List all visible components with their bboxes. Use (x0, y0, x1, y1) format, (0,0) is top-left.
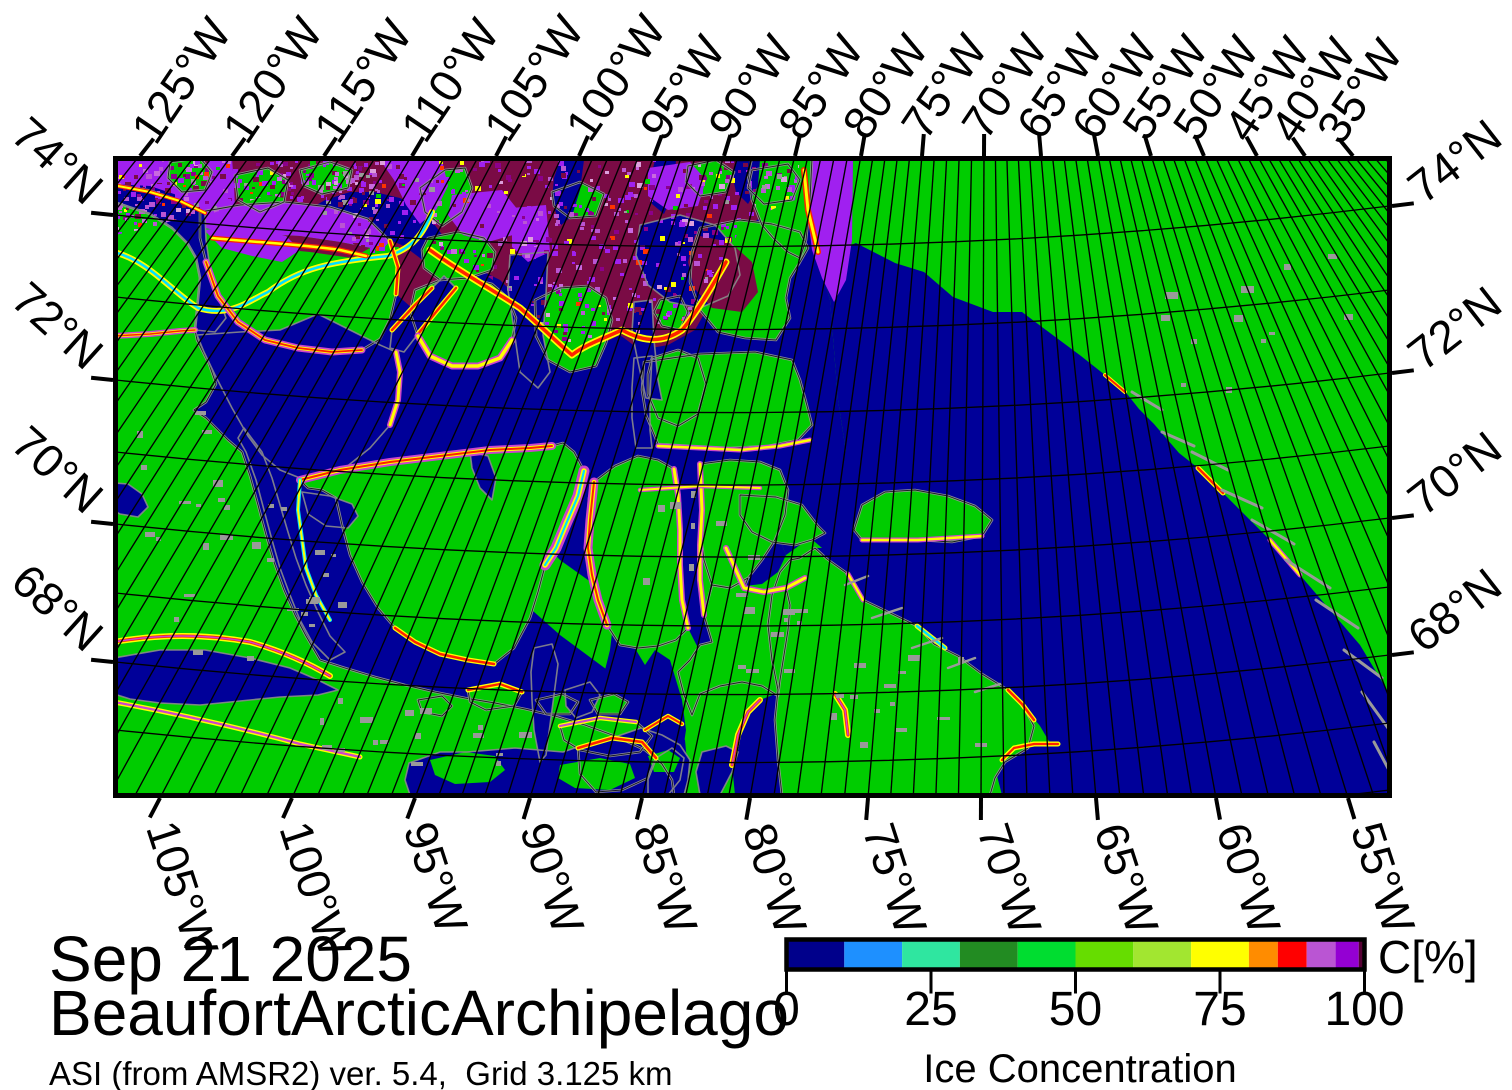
svg-text:100: 100 (1324, 983, 1404, 1036)
svg-text:25: 25 (904, 983, 957, 1036)
svg-text:Ice Concentration: Ice Concentration (923, 1047, 1237, 1090)
svg-text:0: 0 (773, 983, 800, 1036)
svg-text:50: 50 (1049, 983, 1102, 1036)
svg-text:75: 75 (1193, 983, 1246, 1036)
svg-text:ASI (from AMSR2) ver. 5.4, Gr: ASI (from AMSR2) ver. 5.4, Grid 3.125 km (49, 1055, 673, 1090)
svg-text:C[%]: C[%] (1378, 931, 1478, 983)
svg-text:BeaufortArcticArchipelago: BeaufortArcticArchipelago (49, 977, 789, 1049)
svg-text:Sep 21 2025: Sep 21 2025 (49, 923, 412, 995)
